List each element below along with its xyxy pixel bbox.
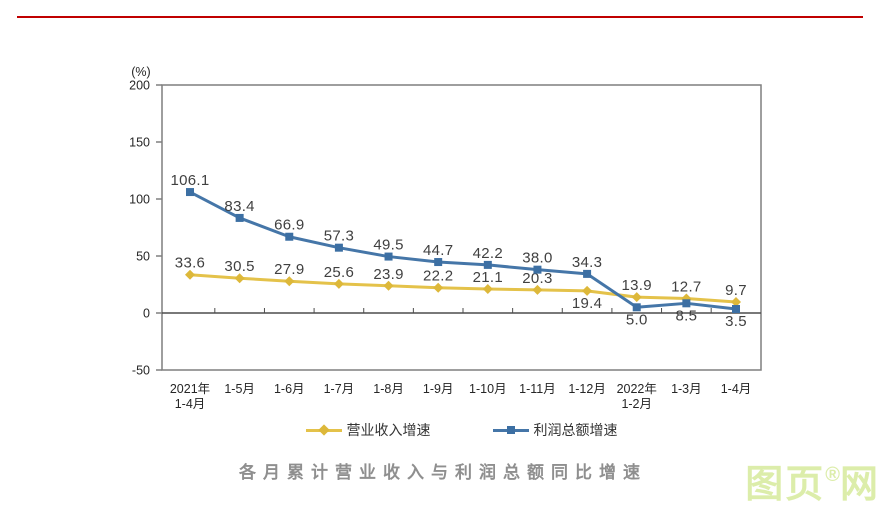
data-label: 38.0: [522, 250, 552, 267]
data-label: 12.7: [671, 279, 701, 296]
x-tick-label: 1-4月: [175, 397, 206, 411]
square-marker-icon: [533, 265, 542, 274]
data-label: 66.9: [274, 217, 304, 234]
data-label: 9.7: [725, 282, 747, 299]
x-tick-label: 1-9月: [423, 382, 454, 396]
series-line-profit: [189, 190, 737, 311]
data-label: 20.3: [522, 270, 552, 287]
y-tick-label: 0: [143, 307, 150, 321]
diamond-marker-icon: [317, 424, 330, 436]
x-tick-label: 1-4月: [721, 382, 752, 396]
data-label: 3.5: [725, 313, 747, 330]
data-label: 49.5: [373, 237, 403, 254]
data-label: 25.6: [324, 264, 354, 281]
series-line-revenue: [189, 273, 737, 304]
legend-item-profit: 利润总额增速: [492, 420, 618, 440]
diamond-marker-icon: [284, 276, 295, 287]
diamond-marker-icon: [383, 280, 394, 291]
data-label: 27.9: [274, 261, 304, 278]
x-tick-label: 1-10月: [469, 382, 507, 396]
diamond-marker-icon: [631, 292, 642, 303]
watermark: 图页®网: [745, 464, 880, 506]
data-label: 21.1: [473, 269, 503, 286]
y-tick-label: 50: [136, 250, 150, 264]
diamond-marker-icon: [433, 282, 444, 293]
y-tick-label: 200: [129, 79, 150, 93]
square-marker-icon: [334, 243, 343, 252]
data-label: 83.4: [224, 198, 254, 215]
profit-legend-label: 利润总额增速: [533, 422, 618, 438]
data-label: 42.2: [473, 245, 503, 262]
y-tick-label: -50: [132, 364, 150, 378]
square-marker-icon: [285, 232, 294, 241]
revenue-legend-line: [305, 424, 342, 436]
x-tick-label: 2022年: [617, 382, 657, 396]
square-marker-icon: [506, 426, 515, 434]
revenue-legend-label: 营业收入增速: [346, 422, 431, 438]
diamond-marker-icon: [582, 285, 593, 296]
y-tick-label: 150: [129, 136, 150, 150]
data-label: 57.3: [324, 228, 354, 245]
diamond-marker-icon: [333, 278, 344, 289]
square-marker-icon: [682, 299, 691, 308]
square-marker-icon: [732, 305, 740, 314]
data-label: 8.5: [675, 307, 697, 324]
diamond-marker-icon: [482, 283, 493, 294]
y-axis-unit-label: (%): [131, 65, 150, 79]
watermark-suffix: 网: [839, 464, 880, 506]
data-label: 19.4: [572, 295, 602, 312]
diamond-marker-icon: [234, 273, 245, 284]
data-label: 44.7: [423, 242, 453, 259]
top-rule: [17, 16, 863, 18]
plot-frame: [161, 84, 762, 371]
chart-caption: 各月累计营业收入与利润总额同比增速: [239, 463, 647, 482]
watermark-prefix: 图页: [745, 464, 826, 506]
chart-legend: 营业收入增速 利润总额增速: [162, 420, 761, 440]
y-tick-label: 100: [129, 193, 150, 207]
square-marker-icon: [632, 303, 641, 312]
x-tick-label: 2021年: [170, 382, 210, 396]
square-marker-icon: [583, 269, 592, 278]
square-marker-icon: [483, 260, 492, 269]
data-label: 106.1: [170, 172, 209, 189]
square-marker-icon: [434, 258, 443, 267]
diamond-marker-icon: [532, 284, 543, 295]
x-tick-label: 1-8月: [373, 382, 404, 396]
square-marker-icon: [384, 252, 393, 261]
x-tick-label: 1-12月: [568, 382, 606, 396]
x-tick-label: 1-2月: [621, 397, 652, 411]
x-tick-label: 1-6月: [274, 382, 305, 396]
x-tick-label: 1-3月: [671, 382, 702, 396]
data-label: 23.9: [373, 266, 403, 283]
data-label: 34.3: [572, 254, 602, 271]
diamond-marker-icon: [731, 296, 741, 307]
x-tick-label: 1-11月: [519, 382, 556, 396]
data-label: 33.6: [175, 255, 205, 272]
registered-trademark-icon: ®: [825, 464, 840, 486]
x-tick-label: 1-5月: [224, 382, 255, 396]
x-tick-label: 1-7月: [324, 382, 355, 396]
data-label: 22.2: [423, 268, 453, 285]
data-label: 30.5: [224, 258, 254, 275]
data-label: 13.9: [622, 277, 652, 294]
profit-legend-line: [492, 426, 529, 434]
data-label: 5.0: [626, 311, 648, 328]
square-marker-icon: [186, 188, 194, 197]
legend-item-revenue: 营业收入增速: [305, 420, 431, 440]
diamond-marker-icon: [185, 269, 195, 280]
square-marker-icon: [235, 213, 244, 222]
